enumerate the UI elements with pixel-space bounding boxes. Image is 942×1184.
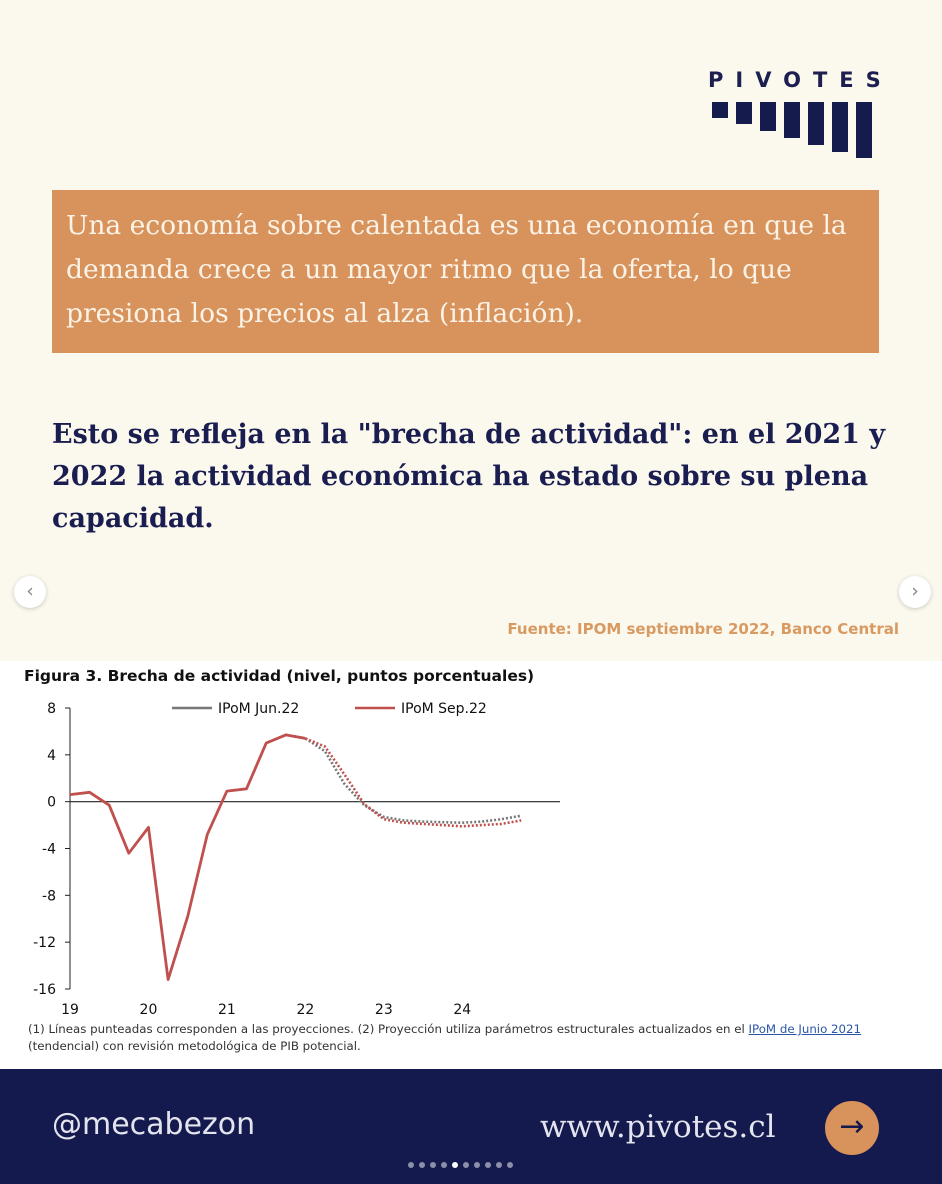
footnote-text-2: (tendencial) con revisión metodológica d… — [28, 1039, 361, 1053]
series-historical-line — [69, 733, 306, 981]
y-tick-label: -8 — [42, 888, 56, 904]
x-tick-label: 19 — [61, 1002, 79, 1018]
x-tick-label: 23 — [375, 1002, 393, 1018]
carousel-dot[interactable] — [496, 1162, 502, 1168]
social-handle: @mecabezon — [52, 1107, 256, 1142]
y-tick-label: -4 — [42, 842, 56, 858]
carousel-dot[interactable] — [507, 1162, 513, 1168]
pivotes-logo: PIVOTES — [708, 68, 893, 158]
headline: Esto se refleja en la "brecha de activid… — [52, 419, 886, 534]
definition-text: Una economía sobre calentada es una econ… — [66, 210, 847, 329]
ipom-link[interactable]: IPoM de Junio 2021 — [748, 1022, 862, 1036]
carousel-dot[interactable] — [485, 1162, 491, 1168]
next-button[interactable]: → — [825, 1101, 879, 1155]
x-tick-label: 21 — [218, 1002, 236, 1018]
figure-footnote: (1) Líneas punteadas corresponden a las … — [28, 1021, 888, 1055]
carousel-dot[interactable] — [419, 1162, 425, 1168]
carousel-dot[interactable] — [463, 1162, 469, 1168]
chevron-right-icon: › — [911, 580, 919, 602]
definition-box: Una economía sobre calentada es una econ… — [52, 190, 879, 353]
website-url: www.pivotes.cl — [540, 1109, 776, 1145]
logo-text: PIVOTES — [708, 68, 893, 92]
x-tick-label: 24 — [453, 1002, 471, 1018]
legend-label: IPoM Jun.22 — [218, 701, 299, 717]
series-projection-line — [304, 737, 522, 828]
next-slide-button[interactable]: › — [899, 576, 931, 608]
series-projection-line — [285, 733, 522, 825]
footer-bar: @mecabezon www.pivotes.cl → — [0, 1069, 942, 1184]
legend-label: IPoM Sep.22 — [401, 701, 487, 717]
x-tick-label: 22 — [296, 1002, 314, 1018]
y-tick-label: 8 — [47, 701, 56, 717]
activity-gap-chart: 8 4 0 -4 -8 -12 -16 19 20 21 22 23 24 IPoM Jun.22 IPoM… — [33, 701, 560, 1018]
y-tick-label: -16 — [33, 982, 56, 998]
carousel-dot[interactable] — [474, 1162, 480, 1168]
x-tick-label: 20 — [140, 1002, 158, 1018]
y-tick-label: -12 — [33, 935, 56, 951]
arrow-right-icon: → — [839, 1109, 865, 1144]
source-note: Fuente: IPOM septiembre 2022, Banco Cent… — [507, 620, 899, 638]
carousel-dot[interactable] — [452, 1162, 458, 1168]
carousel-dot[interactable] — [430, 1162, 436, 1168]
prev-slide-button[interactable]: ‹ — [14, 576, 46, 608]
footnote-text-1: (1) Líneas punteadas corresponden a las … — [28, 1022, 749, 1036]
figure-panel: Figura 3. Brecha de actividad (nivel, pu… — [0, 661, 942, 1069]
y-tick-label: 0 — [47, 795, 56, 811]
y-tick-label: 4 — [47, 748, 56, 764]
chevron-left-icon: ‹ — [26, 580, 34, 602]
carousel-dot[interactable] — [441, 1162, 447, 1168]
carousel-dot[interactable] — [408, 1162, 414, 1168]
figure-title: Figura 3. Brecha de actividad (nivel, pu… — [24, 667, 535, 685]
carousel-dots — [408, 1155, 518, 1173]
